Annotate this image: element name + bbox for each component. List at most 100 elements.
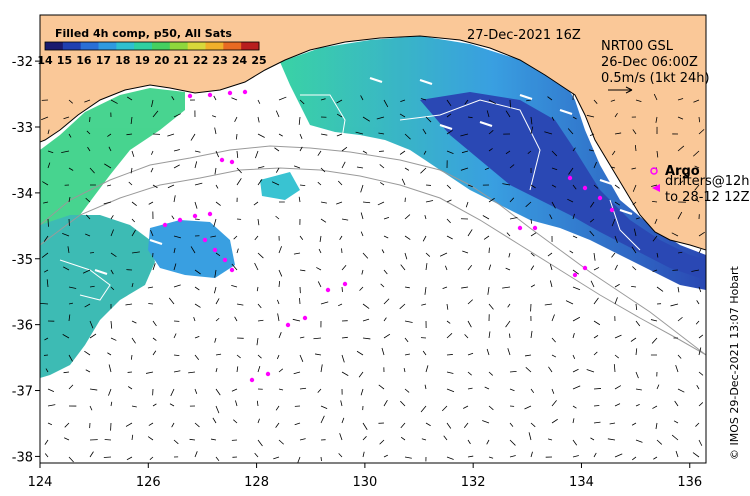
current-arrow [439,252,448,257]
current-arrow [446,303,449,310]
current-arrow [400,400,406,407]
current-arrow [173,439,179,445]
argo-legend: Argo drifters@12h to 28-12 12Z [650,164,750,205]
current-arrow [317,150,322,156]
current-arrow [484,167,490,170]
current-arrow [692,452,700,458]
current-arrow [544,131,553,135]
current-arrow [62,233,70,237]
current-arrow [213,95,217,101]
current-arrow [85,197,91,203]
current-arrow [446,388,455,393]
current-arrow [488,197,495,203]
current-arrow [257,354,262,359]
current-arrow [110,252,117,258]
current-arrow [131,229,136,237]
current-arrow [376,116,385,120]
argo-point [572,272,578,278]
current-arrow [110,337,117,341]
current-arrow [551,201,556,209]
colorbar-swatch [223,42,242,50]
current-arrow [359,286,364,291]
current-arrow [254,235,259,241]
current-arrow [462,250,469,254]
current-arrow [68,314,71,322]
current-arrow [614,453,623,458]
current-arrow [278,388,284,391]
current-arrow [589,230,595,237]
argo-point [162,222,168,228]
current-arrow [148,201,154,205]
current-arrow [339,433,343,441]
current-arrow [194,451,198,458]
current-arrow [89,405,93,411]
current-arrow-strong [369,76,383,84]
current-arrow [547,438,553,441]
current-arrow [399,113,406,118]
current-arrow [299,269,306,272]
current-arrow [87,146,91,152]
current-arrows [40,76,705,463]
current-arrow [652,200,658,203]
current-arrow [130,116,133,125]
colorbar-swatch [187,42,206,50]
current-arrow [698,249,702,254]
current-arrow [68,167,74,171]
current-arrow [151,150,154,155]
current-arrow [530,184,536,189]
current-arrow [572,332,575,339]
current-arrow [275,215,280,220]
current-arrow [173,235,181,239]
current-arrow [610,166,616,169]
current-arrow [86,130,91,135]
current-arrow-strong [519,93,533,101]
current-arrow [257,166,265,169]
current-arrow [488,99,496,105]
current-arrow [152,184,158,189]
current-arrow [467,352,474,356]
current-arrow [507,303,511,308]
argo-point [609,207,615,213]
current-arrow [253,201,259,206]
current-arrow [190,133,196,141]
y-axis: -32 -33 -34 -35 -36 -37 -38 [12,55,40,465]
current-arrow [632,201,637,206]
argo-point [517,225,523,231]
current-arrow [467,299,473,305]
current-arrow [341,354,345,363]
argo-point [265,371,271,377]
current-arrow [508,252,511,258]
current-arrow [126,456,133,461]
current-arrow [336,201,343,205]
y-tick-label: -35 [12,253,33,268]
current-arrow [694,184,700,191]
current-arrow [652,269,658,272]
argo-point [207,92,213,98]
current-arrow [47,404,56,407]
current-arrow [214,167,217,175]
current-arrow [152,263,156,271]
current-arrow [171,215,175,220]
current-arrow [572,439,578,446]
current-arrow [675,364,679,373]
current-arrow [446,422,452,429]
argo-label: Argo [665,164,700,179]
current-arrow [131,218,136,223]
current-arrow [235,133,238,140]
current-arrow [593,99,598,104]
current-arrow [68,456,74,463]
current-arrow [677,251,683,254]
current-arrow [320,218,327,223]
current-arrow [467,320,472,328]
current-arrow [236,150,239,158]
current-arrow [656,150,659,158]
current-arrow [360,212,364,220]
x-tick-label: 132 [461,475,486,490]
current-arrow [171,422,175,428]
colorbar-swatch [169,42,189,50]
current-arrow [527,150,532,154]
current-arrow [68,196,71,203]
current-arrow [593,351,598,356]
current-arrow [677,388,685,393]
current-arrow [420,98,427,101]
